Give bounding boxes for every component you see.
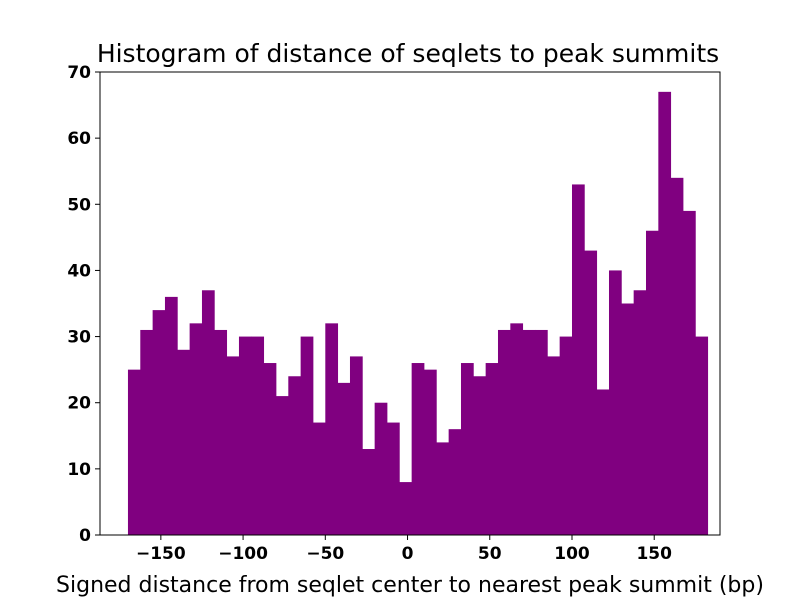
x-tick-label: 150 (636, 544, 672, 564)
histogram-bar (633, 290, 647, 535)
x-tick-label: −50 (306, 544, 344, 564)
y-tick-label: 40 (67, 261, 91, 281)
histogram-bar (522, 329, 536, 535)
y-tick-label: 20 (67, 394, 91, 414)
histogram-bar (349, 356, 363, 535)
histogram-bar (275, 396, 289, 535)
y-tick-label: 10 (67, 460, 91, 480)
x-axis: −150 −100 −50 0 50 100 150 (136, 535, 672, 564)
histogram-bar (571, 184, 585, 535)
histogram-bar (436, 442, 450, 535)
histogram-bar (374, 402, 388, 535)
histogram-bar (164, 296, 178, 535)
histogram-bar (547, 356, 561, 535)
histogram-bar (473, 376, 487, 535)
histogram-bar (485, 363, 499, 535)
histogram-bar (152, 310, 166, 535)
x-tick-label: 0 (402, 544, 414, 564)
histogram-bar (263, 363, 277, 535)
histogram-bar (621, 303, 635, 535)
histogram-bar (596, 389, 610, 535)
histogram-bar (448, 429, 462, 535)
histogram-bar (312, 422, 326, 535)
histogram-bar (670, 177, 684, 536)
histogram-bar (608, 270, 622, 535)
histogram-bar (497, 329, 511, 535)
x-tick-label: −100 (218, 544, 268, 564)
histogram-bar (214, 329, 228, 535)
bars-group (127, 91, 709, 536)
histogram-bar (423, 369, 437, 535)
y-tick-label: 50 (67, 195, 91, 215)
histogram-bar (534, 329, 548, 535)
histogram-bar (238, 336, 252, 535)
histogram-bar (510, 323, 524, 535)
histogram-bar (362, 449, 376, 535)
histogram-bar (201, 290, 215, 535)
histogram-bar (411, 363, 425, 535)
y-tick-label: 0 (79, 526, 91, 546)
histogram-bar (251, 336, 265, 535)
histogram-bar (584, 250, 598, 536)
y-axis: 0 10 20 30 40 50 60 70 (67, 63, 100, 546)
histogram-bar (682, 210, 696, 535)
histogram-bar (325, 323, 339, 535)
x-tick-label: −150 (136, 544, 186, 564)
histogram-bar (559, 336, 573, 535)
plot-frame (99, 71, 721, 536)
histogram-bar (177, 349, 191, 535)
y-tick-label: 70 (67, 63, 91, 83)
histogram-bar (645, 230, 659, 535)
histogram-bar (658, 91, 672, 535)
histogram-bar (300, 336, 314, 535)
y-tick-label: 30 (67, 328, 91, 348)
histogram-bar (127, 369, 141, 535)
histogram-bar (226, 356, 240, 535)
histogram-bar (288, 376, 302, 535)
x-tick-label: 100 (554, 544, 590, 564)
histogram-bar (386, 422, 400, 535)
y-tick-label: 60 (67, 129, 91, 149)
histogram-bar (140, 329, 154, 535)
chart-title: Histogram of distance of seqlets to peak… (97, 39, 719, 68)
histogram-bar (189, 323, 203, 535)
x-tick-label: 50 (478, 544, 502, 564)
histogram-bar (695, 336, 709, 535)
histogram-bar (399, 482, 413, 535)
histogram-bar (460, 363, 474, 535)
x-axis-title: Signed distance from seqlet center to ne… (56, 573, 764, 598)
histogram-bar (337, 382, 351, 535)
